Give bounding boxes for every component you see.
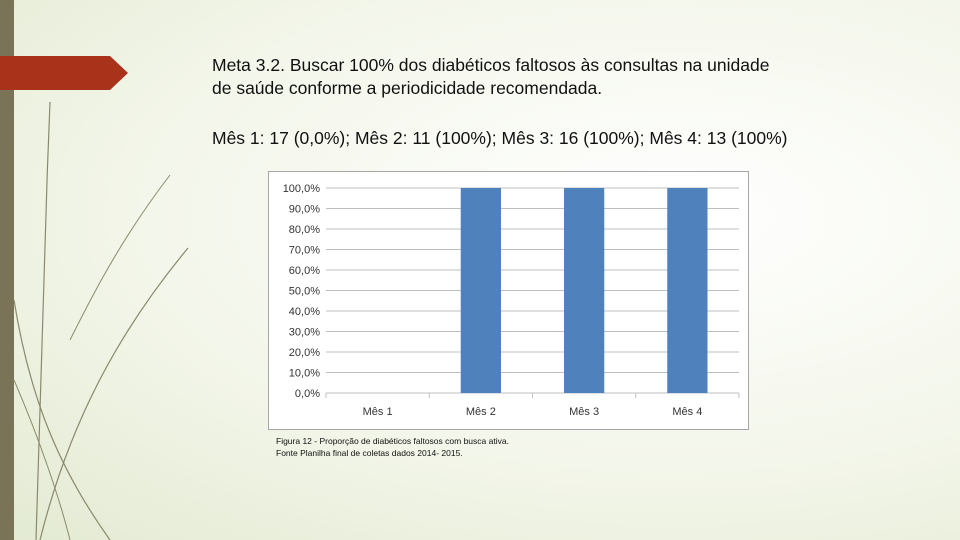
x-category-label: Mês 1	[363, 406, 393, 418]
y-tick-label: 80,0%	[289, 224, 320, 236]
sidebar-stripe	[0, 0, 14, 540]
y-tick-label: 0,0%	[295, 388, 320, 400]
title-line-2: de saúde conforme a periodicidade recome…	[212, 78, 603, 98]
decorative-lines	[13, 101, 189, 540]
bar	[563, 188, 605, 393]
y-tick-label: 90,0%	[289, 204, 320, 216]
bar-chart: 0,0% 10,0% 20,0% 30,0% 40,0% 50,0% 60,0% 70,0% 8…	[268, 171, 749, 430]
title-line-1: Meta 3.2. Buscar 100% dos diabéticos fal…	[212, 55, 770, 75]
y-tick-label: 10,0%	[289, 368, 320, 380]
monthly-summary: Mês 1: 17 (0,0%); Mês 2: 11 (100%); Mês …	[212, 128, 788, 148]
chart-svg: 0,0% 10,0% 20,0% 30,0% 40,0% 50,0% 60,0% 70,0% 8…	[283, 183, 740, 418]
x-category-label: Mês 4	[672, 406, 702, 418]
slide-title: Meta 3.2. Buscar 100% dos diabéticos fal…	[212, 54, 912, 100]
title-accent-arrow	[0, 56, 128, 90]
x-category-label: Mês 2	[466, 406, 496, 418]
figure-caption: Figura 12 - Proporção de diabéticos falt…	[276, 435, 696, 459]
y-tick-label: 70,0%	[289, 245, 320, 257]
y-tick-label: 20,0%	[289, 347, 320, 359]
y-tick-label: 50,0%	[289, 286, 320, 298]
y-tick-label: 40,0%	[289, 306, 320, 318]
y-tick-label: 30,0%	[289, 327, 320, 339]
bar	[460, 188, 502, 393]
caption-line-2: Fonte Planilha final de coletas dados 20…	[276, 448, 463, 458]
x-category-label: Mês 3	[569, 406, 599, 418]
bar	[667, 188, 708, 393]
caption-line-1: Figura 12 - Proporção de diabéticos falt…	[276, 436, 509, 446]
y-tick-label: 60,0%	[289, 265, 320, 277]
y-tick-label: 100,0%	[283, 183, 321, 195]
